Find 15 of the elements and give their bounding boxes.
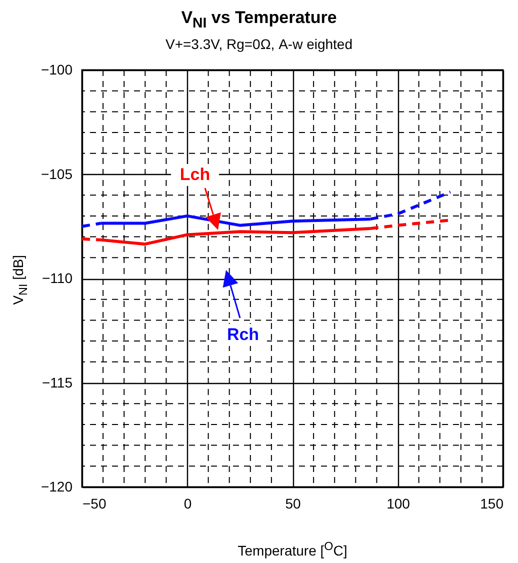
text: Lch — [180, 165, 210, 184]
y-tick-label: −100 — [40, 62, 73, 78]
chart-subtitle: V+=3.3V, Rg=0Ω, A-w eighted — [164, 36, 354, 52]
y-tick-label: −105 — [40, 166, 73, 182]
x-axis-title: Temperature [$^{O}$C] — [236, 540, 348, 559]
x-tick-label: 50 — [285, 496, 301, 512]
x-tick-label: 0 — [184, 496, 192, 512]
x-tick-label: −50 — [82, 496, 106, 512]
y-tick-label: −110 — [42, 270, 73, 286]
y-tick-label: −120 — [40, 478, 73, 494]
x-tick-label: 150 — [480, 496, 504, 512]
chart-title: V$_{NI}$ vs Temperature — [180, 8, 338, 32]
y-tick-label: −115 — [42, 374, 73, 390]
x-tick-label: 100 — [386, 496, 410, 512]
legend-label: Rch — [226, 325, 260, 344]
